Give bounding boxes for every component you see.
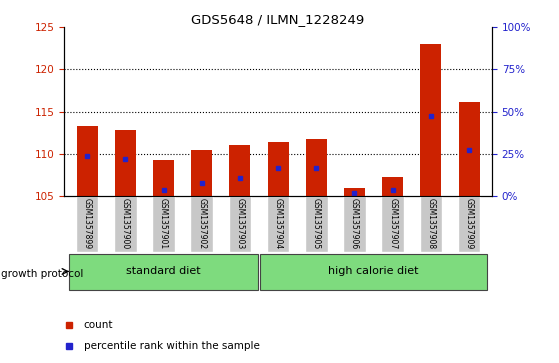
FancyBboxPatch shape xyxy=(260,254,487,290)
FancyBboxPatch shape xyxy=(343,196,366,252)
FancyBboxPatch shape xyxy=(152,196,175,252)
Text: GSM1357902: GSM1357902 xyxy=(197,198,206,249)
Bar xyxy=(191,150,212,196)
Text: growth protocol: growth protocol xyxy=(1,269,83,279)
Bar xyxy=(306,139,327,196)
FancyBboxPatch shape xyxy=(420,196,442,252)
Text: GSM1357907: GSM1357907 xyxy=(388,198,397,249)
FancyBboxPatch shape xyxy=(229,196,251,252)
Text: GSM1357909: GSM1357909 xyxy=(465,198,473,249)
FancyBboxPatch shape xyxy=(191,196,213,252)
Bar xyxy=(153,160,174,196)
FancyBboxPatch shape xyxy=(381,196,404,252)
Text: percentile rank within the sample: percentile rank within the sample xyxy=(83,341,259,351)
Bar xyxy=(382,177,403,196)
Title: GDS5648 / ILMN_1228249: GDS5648 / ILMN_1228249 xyxy=(192,13,364,26)
Bar xyxy=(77,126,98,196)
Text: high calorie diet: high calorie diet xyxy=(328,266,419,277)
Bar xyxy=(229,145,250,196)
Text: GSM1357901: GSM1357901 xyxy=(159,198,168,249)
Text: GSM1357900: GSM1357900 xyxy=(121,198,130,249)
Bar xyxy=(115,130,136,196)
Text: GSM1357908: GSM1357908 xyxy=(427,198,435,249)
Text: count: count xyxy=(83,321,113,330)
Text: GSM1357899: GSM1357899 xyxy=(83,198,92,249)
FancyBboxPatch shape xyxy=(267,196,290,252)
Bar xyxy=(344,188,365,196)
FancyBboxPatch shape xyxy=(69,254,258,290)
FancyBboxPatch shape xyxy=(76,196,98,252)
Bar xyxy=(268,142,288,196)
Bar xyxy=(458,102,480,196)
Text: GSM1357904: GSM1357904 xyxy=(273,198,283,249)
Text: GSM1357905: GSM1357905 xyxy=(312,198,321,249)
Text: standard diet: standard diet xyxy=(126,266,201,277)
Text: GSM1357903: GSM1357903 xyxy=(235,198,244,249)
Text: GSM1357906: GSM1357906 xyxy=(350,198,359,249)
FancyBboxPatch shape xyxy=(305,196,328,252)
Bar xyxy=(420,44,441,196)
FancyBboxPatch shape xyxy=(114,196,136,252)
FancyBboxPatch shape xyxy=(458,196,480,252)
